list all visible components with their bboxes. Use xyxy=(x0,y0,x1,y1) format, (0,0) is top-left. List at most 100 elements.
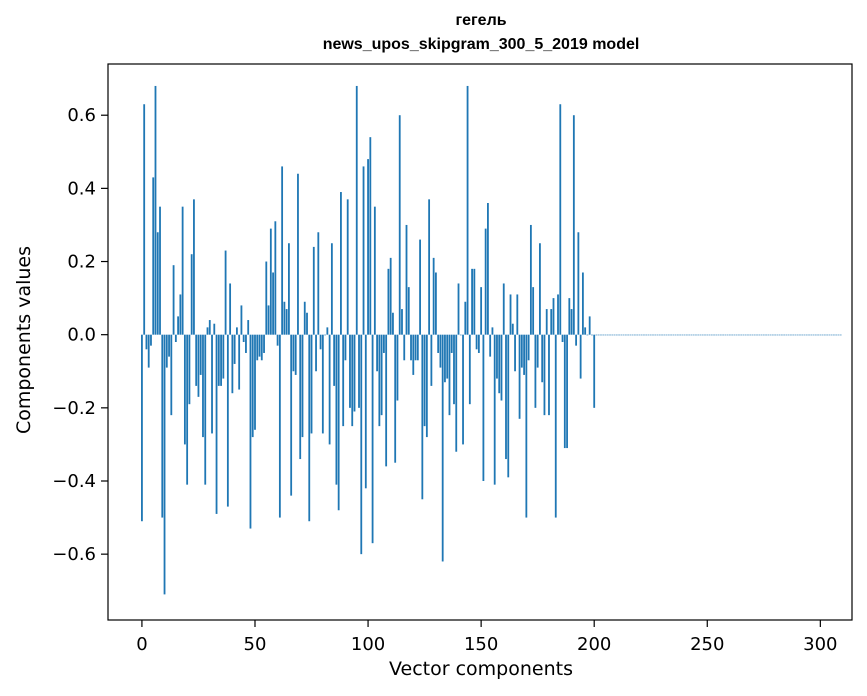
bar xyxy=(550,309,553,335)
bar xyxy=(742,334,745,336)
bar xyxy=(186,334,189,485)
bar xyxy=(308,334,311,522)
bar xyxy=(159,206,161,335)
x-tick-label: 50 xyxy=(244,634,267,655)
bar xyxy=(346,199,349,335)
bar xyxy=(679,334,682,336)
bar xyxy=(195,334,198,386)
bar xyxy=(618,334,620,336)
bar xyxy=(611,334,614,336)
bar xyxy=(473,268,476,335)
bar xyxy=(317,232,320,335)
bar xyxy=(747,334,749,336)
bar xyxy=(686,334,688,336)
bar xyxy=(303,301,306,335)
bar xyxy=(575,334,578,346)
bar xyxy=(771,334,774,336)
bar xyxy=(710,334,713,336)
bar xyxy=(362,166,365,335)
bar xyxy=(765,334,767,336)
bar xyxy=(498,334,501,394)
bar xyxy=(188,334,191,405)
bar xyxy=(552,298,555,335)
bar xyxy=(638,334,641,336)
bar xyxy=(511,323,514,335)
bar xyxy=(421,334,424,500)
bar xyxy=(726,334,729,336)
bar xyxy=(676,334,679,336)
bar xyxy=(364,334,367,489)
bar xyxy=(830,334,833,336)
bar xyxy=(543,334,546,416)
bar xyxy=(217,334,220,386)
bar xyxy=(622,334,625,336)
bar xyxy=(444,334,446,383)
bar xyxy=(145,334,148,350)
bar xyxy=(620,334,623,336)
bar xyxy=(410,334,412,361)
bar xyxy=(330,243,333,335)
bar xyxy=(744,334,747,336)
bar xyxy=(699,334,702,336)
bar xyxy=(405,224,408,335)
bar xyxy=(597,334,600,336)
bar xyxy=(369,137,372,335)
bar xyxy=(805,334,808,336)
x-tick-label: 0 xyxy=(136,634,147,655)
bar xyxy=(183,334,186,445)
bar xyxy=(306,312,308,335)
bar xyxy=(258,334,261,357)
bar xyxy=(561,334,564,342)
bar xyxy=(715,334,718,336)
bar xyxy=(704,334,706,336)
bar xyxy=(570,309,573,335)
bar xyxy=(462,334,464,445)
bar xyxy=(819,334,822,336)
bar xyxy=(833,334,835,336)
bar xyxy=(378,334,381,427)
bar xyxy=(661,334,663,336)
bar xyxy=(387,268,390,335)
bar xyxy=(247,320,250,335)
bar xyxy=(548,334,550,416)
bar xyxy=(672,334,675,336)
x-tick-label: 150 xyxy=(464,634,498,655)
bar xyxy=(193,199,195,335)
bar xyxy=(285,309,288,335)
bar xyxy=(514,334,516,372)
bar xyxy=(579,334,582,379)
bar xyxy=(450,334,453,353)
bar xyxy=(161,334,164,518)
bar xyxy=(181,206,184,335)
bar xyxy=(254,334,256,430)
bar xyxy=(373,206,376,335)
bar xyxy=(376,334,379,372)
bar xyxy=(554,334,557,518)
bar xyxy=(539,243,541,335)
bar xyxy=(152,177,155,335)
bar xyxy=(790,334,792,336)
x-tick-label: 200 xyxy=(577,634,611,655)
bar xyxy=(801,334,804,336)
bar xyxy=(147,334,150,368)
bar xyxy=(263,334,265,353)
y-tick-label: −0.6 xyxy=(52,544,96,565)
bar xyxy=(475,334,478,350)
bar xyxy=(665,334,668,336)
bar xyxy=(213,323,216,335)
bar xyxy=(636,334,639,336)
bar xyxy=(835,334,838,336)
bar xyxy=(652,334,654,336)
bar xyxy=(740,334,743,336)
bar xyxy=(170,334,173,416)
bar xyxy=(380,334,383,416)
bar xyxy=(174,334,177,342)
bar xyxy=(267,305,270,335)
bar xyxy=(507,334,510,478)
bar xyxy=(500,334,503,401)
bar xyxy=(484,228,487,335)
bar xyxy=(231,334,234,394)
x-tick-label: 250 xyxy=(690,634,724,655)
bar xyxy=(518,334,521,419)
